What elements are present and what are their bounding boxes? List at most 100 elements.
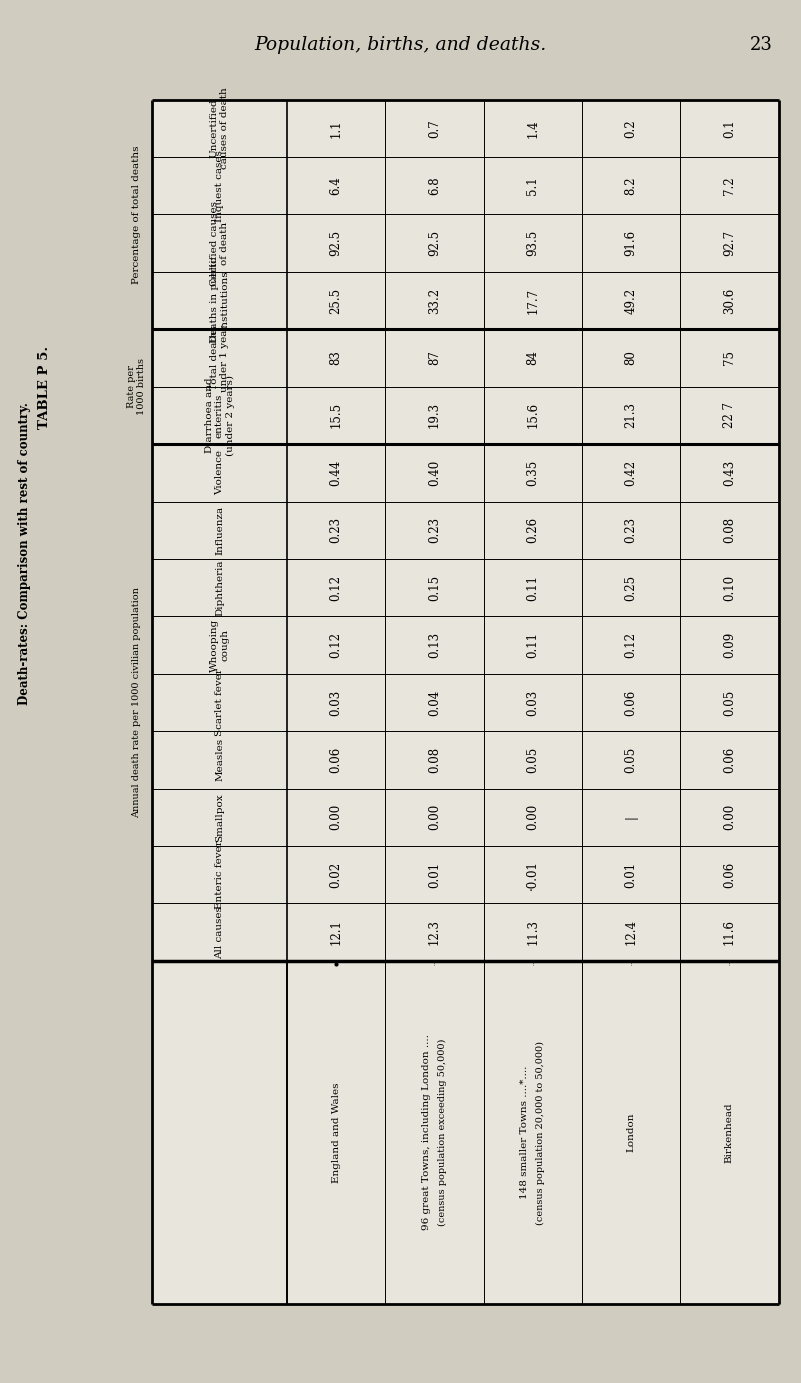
- Text: (census population 20,000 to 50,000): (census population 20,000 to 50,000): [536, 1040, 545, 1224]
- Text: 12.1: 12.1: [329, 920, 343, 945]
- Text: 91.6: 91.6: [625, 230, 638, 256]
- Text: 0.15: 0.15: [428, 574, 441, 600]
- Text: 0.11: 0.11: [526, 632, 539, 658]
- Text: Rate per
1000 births: Rate per 1000 births: [127, 358, 147, 415]
- Text: 0.12: 0.12: [625, 632, 638, 658]
- Text: 0.00: 0.00: [723, 804, 736, 830]
- Text: 0.01: 0.01: [428, 862, 441, 888]
- Text: Violence: Violence: [215, 451, 224, 495]
- Text: 83: 83: [329, 350, 343, 365]
- Text: Deaths in public
institutions: Deaths in public institutions: [210, 257, 229, 343]
- Text: 7.2: 7.2: [723, 177, 736, 195]
- Text: 0.12: 0.12: [329, 632, 343, 658]
- Text: 84: 84: [526, 350, 539, 365]
- Text: 0.09: 0.09: [723, 632, 736, 658]
- Text: 11.6: 11.6: [723, 920, 736, 945]
- Text: 15.6: 15.6: [526, 402, 539, 429]
- Text: 87: 87: [428, 350, 441, 365]
- Text: Birkenhead: Birkenhead: [725, 1102, 734, 1163]
- Text: Diphtheria: Diphtheria: [215, 559, 224, 615]
- Text: Measles: Measles: [215, 739, 224, 781]
- Text: 19.3: 19.3: [428, 402, 441, 429]
- Text: Total deaths
under 1 year: Total deaths under 1 year: [210, 324, 229, 391]
- Text: Uncertified
causes of death: Uncertified causes of death: [210, 87, 229, 169]
- Text: 0.1: 0.1: [723, 119, 736, 137]
- Text: 5.1: 5.1: [526, 177, 539, 195]
- Text: 0.00: 0.00: [428, 804, 441, 830]
- Text: ·0.01: ·0.01: [526, 860, 539, 889]
- Text: Certified causes
of death: Certified causes of death: [210, 201, 229, 286]
- Text: 49.2: 49.2: [625, 288, 638, 314]
- Text: 0.2: 0.2: [625, 119, 638, 137]
- Text: 0.00: 0.00: [329, 804, 343, 830]
- Text: 12.4: 12.4: [625, 920, 638, 945]
- Text: 0.05: 0.05: [526, 747, 539, 773]
- Text: London: London: [626, 1113, 635, 1152]
- Text: England and Wales: England and Wales: [332, 1083, 340, 1182]
- Text: 22 7: 22 7: [723, 402, 736, 429]
- Text: 17.7: 17.7: [526, 288, 539, 314]
- Text: 0.08: 0.08: [723, 517, 736, 544]
- Text: 0.12: 0.12: [329, 575, 343, 600]
- Text: 8.2: 8.2: [625, 177, 638, 195]
- Text: 0.10: 0.10: [723, 574, 736, 600]
- Text: 0.40: 0.40: [428, 459, 441, 485]
- Text: 0.43: 0.43: [723, 459, 736, 485]
- Text: 0.04: 0.04: [428, 689, 441, 715]
- Text: 0.7: 0.7: [428, 119, 441, 138]
- Text: 25.5: 25.5: [329, 288, 343, 314]
- Text: 0.00: 0.00: [526, 804, 539, 830]
- Text: Enteric fever: Enteric fever: [215, 841, 224, 909]
- Text: 0.13: 0.13: [428, 632, 441, 658]
- Text: 0.44: 0.44: [329, 459, 343, 485]
- Text: 15.5: 15.5: [329, 402, 343, 429]
- Text: 0.26: 0.26: [526, 517, 539, 544]
- Text: Inquest cases: Inquest cases: [215, 149, 224, 221]
- Text: 0.03: 0.03: [329, 689, 343, 715]
- Text: 92.5: 92.5: [329, 230, 343, 256]
- Text: 30.6: 30.6: [723, 288, 736, 314]
- Text: 0.42: 0.42: [625, 459, 638, 485]
- Text: 0.01: 0.01: [625, 862, 638, 888]
- Text: 1.1: 1.1: [329, 119, 343, 137]
- Text: Annual death rate per 1000 civilian population: Annual death rate per 1000 civilian popu…: [132, 586, 141, 817]
- Text: 92.5: 92.5: [428, 230, 441, 256]
- Text: 0.35: 0.35: [526, 459, 539, 485]
- Text: All causes: All causes: [215, 906, 224, 958]
- Text: Death-rates: Comparison with rest of country.: Death-rates: Comparison with rest of cou…: [18, 402, 30, 704]
- Text: 75: 75: [723, 350, 736, 365]
- Text: 0.06: 0.06: [723, 747, 736, 773]
- Text: Diarrhoea and
enteritis
(under 2 years): Diarrhoea and enteritis (under 2 years): [204, 375, 235, 456]
- Text: 80: 80: [625, 350, 638, 365]
- Text: |: |: [625, 816, 638, 819]
- Text: 12.3: 12.3: [428, 920, 441, 945]
- Text: Scarlet fever: Scarlet fever: [215, 668, 224, 736]
- Text: Population, births, and deaths.: Population, births, and deaths.: [255, 36, 546, 54]
- Text: 21.3: 21.3: [625, 402, 638, 429]
- Text: 0.06: 0.06: [723, 862, 736, 888]
- Text: 1.4: 1.4: [526, 119, 539, 137]
- Text: 0.23: 0.23: [428, 517, 441, 544]
- Text: 148 smaller Towns ....*....: 148 smaller Towns ....*....: [521, 1066, 529, 1199]
- Text: Influenza: Influenza: [215, 506, 224, 555]
- Text: 23: 23: [750, 36, 773, 54]
- Text: (census population exceeding 50,000): (census population exceeding 50,000): [437, 1039, 447, 1227]
- Text: Smallpox: Smallpox: [215, 792, 224, 842]
- Text: TABLE P 5.: TABLE P 5.: [38, 346, 50, 429]
- Bar: [152, 100, 779, 1304]
- Text: 0.23: 0.23: [625, 517, 638, 544]
- Text: Whooping
cough: Whooping cough: [210, 618, 229, 672]
- Text: 0.06: 0.06: [329, 747, 343, 773]
- Text: 96 great Towns, including London ....: 96 great Towns, including London ....: [422, 1034, 431, 1231]
- Text: 0.02: 0.02: [329, 862, 343, 888]
- Text: 0.23: 0.23: [329, 517, 343, 544]
- Text: 6.8: 6.8: [428, 177, 441, 195]
- Text: 93.5: 93.5: [526, 230, 539, 256]
- Text: 0.25: 0.25: [625, 574, 638, 600]
- Text: 11.3: 11.3: [526, 920, 539, 945]
- Text: 0.03: 0.03: [526, 689, 539, 715]
- Text: Percentage of total deaths: Percentage of total deaths: [132, 145, 141, 284]
- Text: 92.7: 92.7: [723, 230, 736, 256]
- Text: 33.2: 33.2: [428, 288, 441, 314]
- Text: 0.06: 0.06: [625, 689, 638, 715]
